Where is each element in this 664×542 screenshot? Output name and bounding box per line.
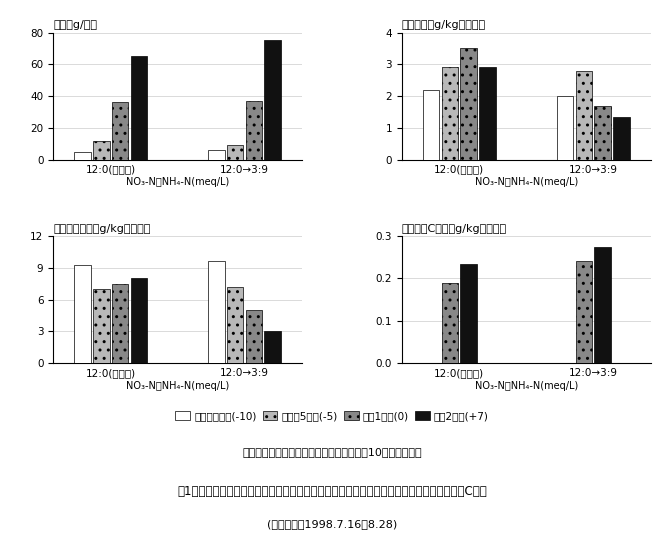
Bar — [613, 117, 629, 160]
Text: ビタミンC含量（g/kg新鮮重）: ビタミンC含量（g/kg新鮮重） — [402, 224, 507, 234]
Bar — [74, 152, 91, 160]
X-axis label: NO₃-N：NH₄-N(meq/L): NO₃-N：NH₄-N(meq/L) — [475, 381, 578, 391]
Text: 収穮は無変更区を基準、培養液変更は収穮10日前に行った: 収穮は無変更区を基準、培養液変更は収穮10日前に行った — [242, 447, 422, 457]
Text: 葉重（g/株）: 葉重（g/株） — [53, 21, 97, 30]
Text: 図1　培養液の窒素形態とホウレンソウの生育時期別の葉重及び熗酸、シュウ酸、ビタミンC含量: 図1 培養液の窒素形態とホウレンソウの生育時期別の葉重及び熗酸、シュウ酸、ビタミ… — [177, 485, 487, 498]
Text: 熗酸含量（g/kg新鮮重）: 熗酸含量（g/kg新鮮重） — [402, 21, 486, 30]
Bar — [131, 279, 147, 363]
Bar — [227, 287, 244, 363]
Bar — [264, 331, 281, 363]
Text: (栽培期間：1998.7.16～8.28): (栽培期間：1998.7.16～8.28) — [267, 519, 397, 529]
Bar — [557, 96, 573, 160]
Bar — [423, 90, 440, 160]
Bar — [208, 261, 224, 363]
Bar — [576, 261, 592, 363]
Bar — [227, 145, 244, 160]
Bar — [112, 283, 128, 363]
Bar — [594, 106, 611, 160]
Text: シュウ酸含量（g/kg新鮮重）: シュウ酸含量（g/kg新鮮重） — [53, 224, 151, 234]
Bar — [208, 150, 224, 160]
Bar — [442, 282, 458, 363]
Bar — [246, 101, 262, 160]
X-axis label: NO₃-N：NH₄-N(meq/L): NO₃-N：NH₄-N(meq/L) — [126, 177, 229, 188]
Bar — [479, 68, 495, 160]
Bar — [246, 310, 262, 363]
X-axis label: NO₃-N：NH₄-N(meq/L): NO₃-N：NH₄-N(meq/L) — [126, 381, 229, 391]
Bar — [264, 41, 281, 160]
Bar — [460, 263, 477, 363]
Bar — [131, 56, 147, 160]
Bar — [442, 68, 458, 160]
Bar — [74, 264, 91, 363]
X-axis label: NO₃-N：NH₄-N(meq/L): NO₃-N：NH₄-N(meq/L) — [475, 177, 578, 188]
Bar — [112, 102, 128, 160]
Bar — [93, 140, 110, 160]
Bar — [460, 48, 477, 160]
Bar — [594, 247, 611, 363]
Bar — [93, 289, 110, 363]
Bar — [576, 70, 592, 160]
Legend: 培養液変更時(-10), 変更後5日目(-5), 収穮1回目(0), 収穮2回目(+7): 培養液変更時(-10), 変更後5日目(-5), 収穮1回目(0), 収穮2回目… — [171, 406, 493, 425]
